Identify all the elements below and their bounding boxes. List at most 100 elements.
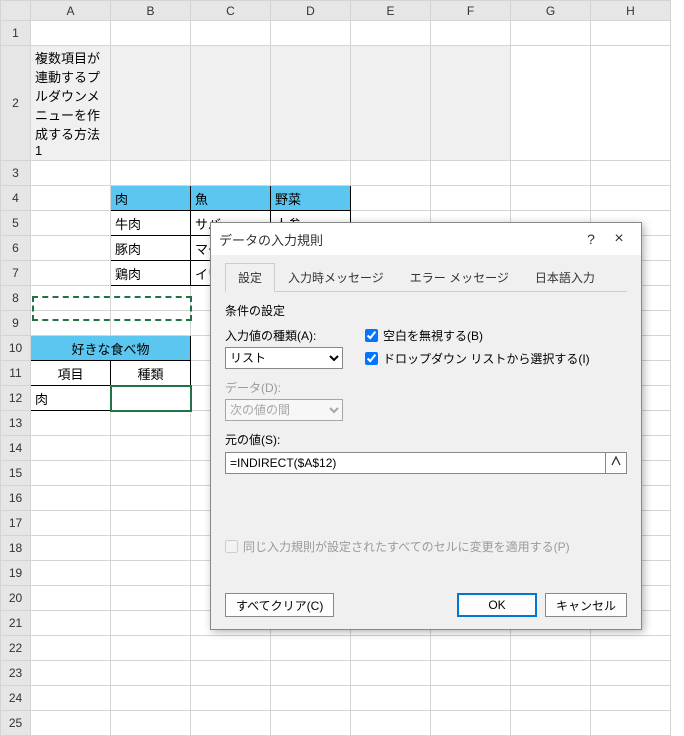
row-header-22[interactable]: 22 [1, 636, 31, 661]
row-header-3[interactable]: 3 [1, 161, 31, 186]
cell-C22[interactable] [191, 636, 271, 661]
row-header-4[interactable]: 4 [1, 186, 31, 211]
cell-B14[interactable] [111, 436, 191, 461]
cell-F4[interactable] [431, 186, 511, 211]
tab-ime[interactable]: 日本語入力 [522, 263, 608, 291]
cell-C23[interactable] [191, 661, 271, 686]
cell-B21[interactable] [111, 611, 191, 636]
cell-D23[interactable] [271, 661, 351, 686]
row-header-23[interactable]: 23 [1, 661, 31, 686]
cell-A4[interactable] [31, 186, 111, 211]
cell-A1[interactable] [31, 21, 111, 46]
col-header-D[interactable]: D [271, 1, 351, 21]
cell-E2[interactable] [351, 46, 431, 161]
cell-A20[interactable] [31, 586, 111, 611]
cell-A25[interactable] [31, 711, 111, 736]
cell-A19[interactable] [31, 561, 111, 586]
cell-G2[interactable] [511, 46, 591, 161]
cell-E25[interactable] [351, 711, 431, 736]
cell-A6[interactable] [31, 236, 111, 261]
col-header-E[interactable]: E [351, 1, 431, 21]
row-header-5[interactable]: 5 [1, 211, 31, 236]
cell-A23[interactable] [31, 661, 111, 686]
cell-B25[interactable] [111, 711, 191, 736]
cell-B2[interactable] [111, 46, 191, 161]
row-header-25[interactable]: 25 [1, 711, 31, 736]
cell-F23[interactable] [431, 661, 511, 686]
row-header-12[interactable]: 12 [1, 386, 31, 411]
cell-A21[interactable] [31, 611, 111, 636]
row-header-2[interactable]: 2 [1, 46, 31, 161]
cell-B24[interactable] [111, 686, 191, 711]
row-header-24[interactable]: 24 [1, 686, 31, 711]
cell-C2[interactable] [191, 46, 271, 161]
cell-G22[interactable] [511, 636, 591, 661]
cell-G24[interactable] [511, 686, 591, 711]
row-header-16[interactable]: 16 [1, 486, 31, 511]
col-header-H[interactable]: H [591, 1, 671, 21]
cell-B1[interactable] [111, 21, 191, 46]
cell-B19[interactable] [111, 561, 191, 586]
cell-E1[interactable] [351, 21, 431, 46]
cell-C24[interactable] [191, 686, 271, 711]
cancel-button[interactable]: キャンセル [545, 593, 627, 617]
cell-H2[interactable] [591, 46, 671, 161]
cell-H24[interactable] [591, 686, 671, 711]
cell-D24[interactable] [271, 686, 351, 711]
cell-A18[interactable] [31, 536, 111, 561]
cell-B4[interactable]: 肉 [111, 186, 191, 211]
col-header-A[interactable]: A [31, 1, 111, 21]
cell-A15[interactable] [31, 461, 111, 486]
cell-E22[interactable] [351, 636, 431, 661]
cell-E24[interactable] [351, 686, 431, 711]
row-header-14[interactable]: 14 [1, 436, 31, 461]
cell-B6[interactable]: 豚肉 [111, 236, 191, 261]
ignore-blank-checkbox[interactable]: 空白を無視する(B) [365, 327, 627, 344]
row-header-6[interactable]: 6 [1, 236, 31, 261]
cell-G4[interactable] [511, 186, 591, 211]
cell-H3[interactable] [591, 161, 671, 186]
cell-H23[interactable] [591, 661, 671, 686]
incell-dropdown-checkbox[interactable]: ドロップダウン リストから選択する(I) [365, 350, 627, 367]
cell-B16[interactable] [111, 486, 191, 511]
cell-A3[interactable] [31, 161, 111, 186]
range-picker-icon[interactable] [605, 452, 627, 474]
cell-B17[interactable] [111, 511, 191, 536]
cell-E23[interactable] [351, 661, 431, 686]
cell-B5[interactable]: 牛肉 [111, 211, 191, 236]
cell-B20[interactable] [111, 586, 191, 611]
select-all-corner[interactable] [1, 1, 31, 21]
cell-F24[interactable] [431, 686, 511, 711]
row-header-21[interactable]: 21 [1, 611, 31, 636]
close-icon[interactable]: × [605, 228, 633, 250]
incell-dropdown-input[interactable] [365, 352, 378, 365]
row-header-13[interactable]: 13 [1, 411, 31, 436]
cell-B12[interactable] [111, 386, 191, 411]
cell-A14[interactable] [31, 436, 111, 461]
cell-H25[interactable] [591, 711, 671, 736]
row-header-9[interactable]: 9 [1, 311, 31, 336]
col-header-G[interactable]: G [511, 1, 591, 21]
row-header-15[interactable]: 15 [1, 461, 31, 486]
row-header-8[interactable]: 8 [1, 286, 31, 311]
allow-select[interactable]: すべての値整数小数点数リスト日付時刻文字列(長さ指定)ユーザー設定 [225, 347, 343, 369]
row-header-1[interactable]: 1 [1, 21, 31, 46]
cell-E3[interactable] [351, 161, 431, 186]
cell-B22[interactable] [111, 636, 191, 661]
cell-G3[interactable] [511, 161, 591, 186]
cell-E4[interactable] [351, 186, 431, 211]
cell-B7[interactable]: 鶏肉 [111, 261, 191, 286]
col-header-F[interactable]: F [431, 1, 511, 21]
cell-D4[interactable]: 野菜 [271, 186, 351, 211]
cell-C25[interactable] [191, 711, 271, 736]
cell-A2[interactable]: 複数項目が連動するプルダウンメニューを作成する方法1 [31, 46, 111, 161]
dialog-titlebar[interactable]: データの入力規則 ? × [211, 223, 641, 255]
row-header-7[interactable]: 7 [1, 261, 31, 286]
cell-B8[interactable] [111, 286, 191, 311]
cell-A8[interactable] [31, 286, 111, 311]
cell-D2[interactable] [271, 46, 351, 161]
cell-A22[interactable] [31, 636, 111, 661]
cell-A24[interactable] [31, 686, 111, 711]
row-header-20[interactable]: 20 [1, 586, 31, 611]
cell-C3[interactable] [191, 161, 271, 186]
